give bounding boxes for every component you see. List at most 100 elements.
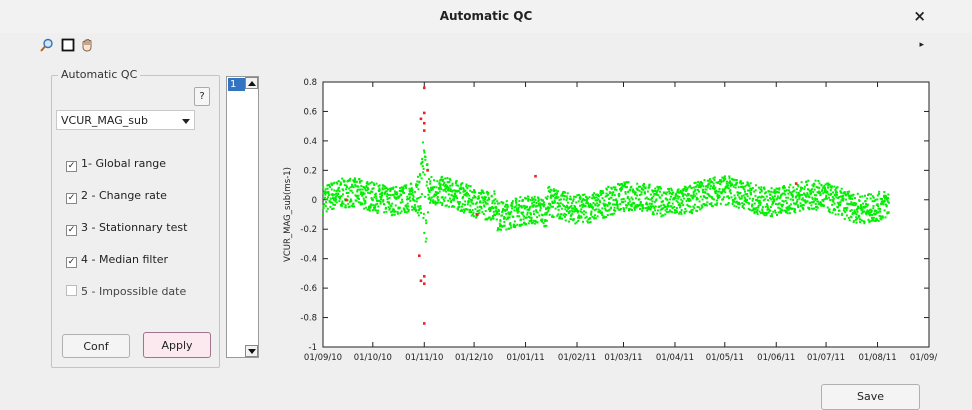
good-point: [528, 208, 531, 211]
good-point: [733, 200, 736, 203]
test-impossible-date[interactable]: 5 - Impossible date: [66, 285, 186, 299]
good-point: [872, 219, 875, 222]
good-point: [540, 203, 543, 206]
good-point: [686, 187, 689, 190]
x-tick-label: 01/08/11: [858, 353, 896, 363]
good-point: [716, 190, 719, 193]
scroll-down-button[interactable]: [245, 345, 258, 357]
good-point: [577, 200, 580, 203]
good-point: [434, 200, 437, 203]
good-point: [763, 214, 766, 217]
good-point: [535, 210, 538, 213]
good-point: [868, 213, 871, 216]
good-point: [797, 206, 800, 209]
pan-hand-icon[interactable]: [80, 38, 94, 52]
good-point: [816, 206, 819, 209]
good-point: [348, 179, 351, 182]
good-point: [880, 215, 883, 218]
good-point: [866, 203, 869, 206]
good-point: [327, 192, 330, 195]
good-point: [866, 209, 869, 212]
good-point: [461, 209, 464, 212]
good-point: [419, 196, 422, 199]
apply-button[interactable]: Apply: [143, 332, 211, 358]
good-point: [859, 195, 862, 198]
good-point: [658, 205, 661, 208]
test-stationnary[interactable]: ✓ 3 - Stationnary test: [66, 221, 187, 236]
test-change-rate[interactable]: ✓ 2 - Change rate: [66, 189, 167, 204]
good-point: [655, 198, 658, 201]
checkbox-unchecked-icon[interactable]: [66, 285, 77, 296]
checkbox-checked-icon[interactable]: ✓: [66, 257, 77, 268]
good-point: [435, 186, 438, 189]
good-point: [623, 210, 626, 213]
good-point: [429, 198, 432, 201]
good-point: [337, 180, 340, 183]
checkbox-checked-icon[interactable]: ✓: [66, 225, 77, 236]
good-point: [327, 194, 330, 197]
test-global-range[interactable]: ✓ 1- Global range: [66, 157, 166, 172]
good-point: [333, 198, 336, 201]
good-point: [503, 224, 506, 227]
save-button[interactable]: Save: [821, 384, 920, 410]
list-item[interactable]: 1: [228, 78, 245, 91]
test-median-filter[interactable]: ✓ 4 - Median filter: [66, 253, 168, 268]
good-point: [562, 194, 565, 197]
good-point: [492, 199, 495, 202]
good-point: [345, 188, 348, 191]
bad-point: [422, 282, 426, 285]
good-point: [646, 206, 649, 209]
good-point: [468, 208, 471, 211]
good-point: [789, 191, 792, 194]
good-point: [332, 203, 335, 206]
good-point: [573, 210, 576, 213]
good-point: [781, 209, 784, 212]
good-point: [652, 205, 655, 208]
good-point: [393, 190, 396, 193]
scroll-up-button[interactable]: [245, 77, 258, 89]
good-point: [333, 193, 336, 196]
good-point: [516, 207, 519, 210]
good-point: [437, 199, 440, 202]
good-point: [763, 188, 766, 191]
good-point: [600, 212, 603, 215]
variable-select[interactable]: VCUR_MAG_sub: [56, 110, 195, 130]
good-point: [713, 178, 716, 181]
conf-button[interactable]: Conf: [62, 334, 130, 358]
good-point: [343, 179, 346, 182]
good-point: [884, 203, 887, 206]
good-point: [687, 198, 690, 201]
checkbox-checked-icon[interactable]: ✓: [66, 193, 77, 204]
good-point: [870, 209, 873, 212]
good-point: [514, 224, 517, 227]
good-point: [342, 189, 345, 192]
help-button[interactable]: ?: [194, 87, 210, 106]
good-point: [425, 222, 428, 225]
good-point: [730, 182, 733, 185]
good-point: [433, 193, 436, 196]
good-point: [752, 207, 755, 210]
checkbox-checked-icon[interactable]: ✓: [66, 161, 77, 172]
good-point: [701, 198, 704, 201]
good-point: [653, 207, 656, 210]
good-point: [326, 207, 329, 210]
select-rect-icon[interactable]: [61, 38, 75, 52]
close-icon[interactable]: ×: [913, 7, 926, 25]
good-point: [420, 162, 423, 165]
good-point: [622, 208, 625, 211]
good-point: [614, 186, 617, 189]
good-point: [477, 197, 480, 200]
toolbar-overflow-icon[interactable]: ▸: [919, 40, 924, 50]
good-point: [710, 203, 713, 206]
good-point: [512, 215, 515, 218]
good-point: [666, 208, 669, 211]
good-point: [455, 184, 458, 187]
good-point: [659, 190, 662, 193]
good-point: [848, 219, 851, 222]
qc-scatter-plot[interactable]: 0.80.60.40.20-0.2-0.4-0.6-0.8-101/09/10 0…: [278, 72, 938, 372]
good-point: [879, 207, 882, 210]
series-listbox[interactable]: 1: [226, 76, 259, 358]
good-point: [586, 197, 589, 200]
zoom-icon[interactable]: [40, 38, 54, 52]
good-point: [727, 181, 730, 184]
